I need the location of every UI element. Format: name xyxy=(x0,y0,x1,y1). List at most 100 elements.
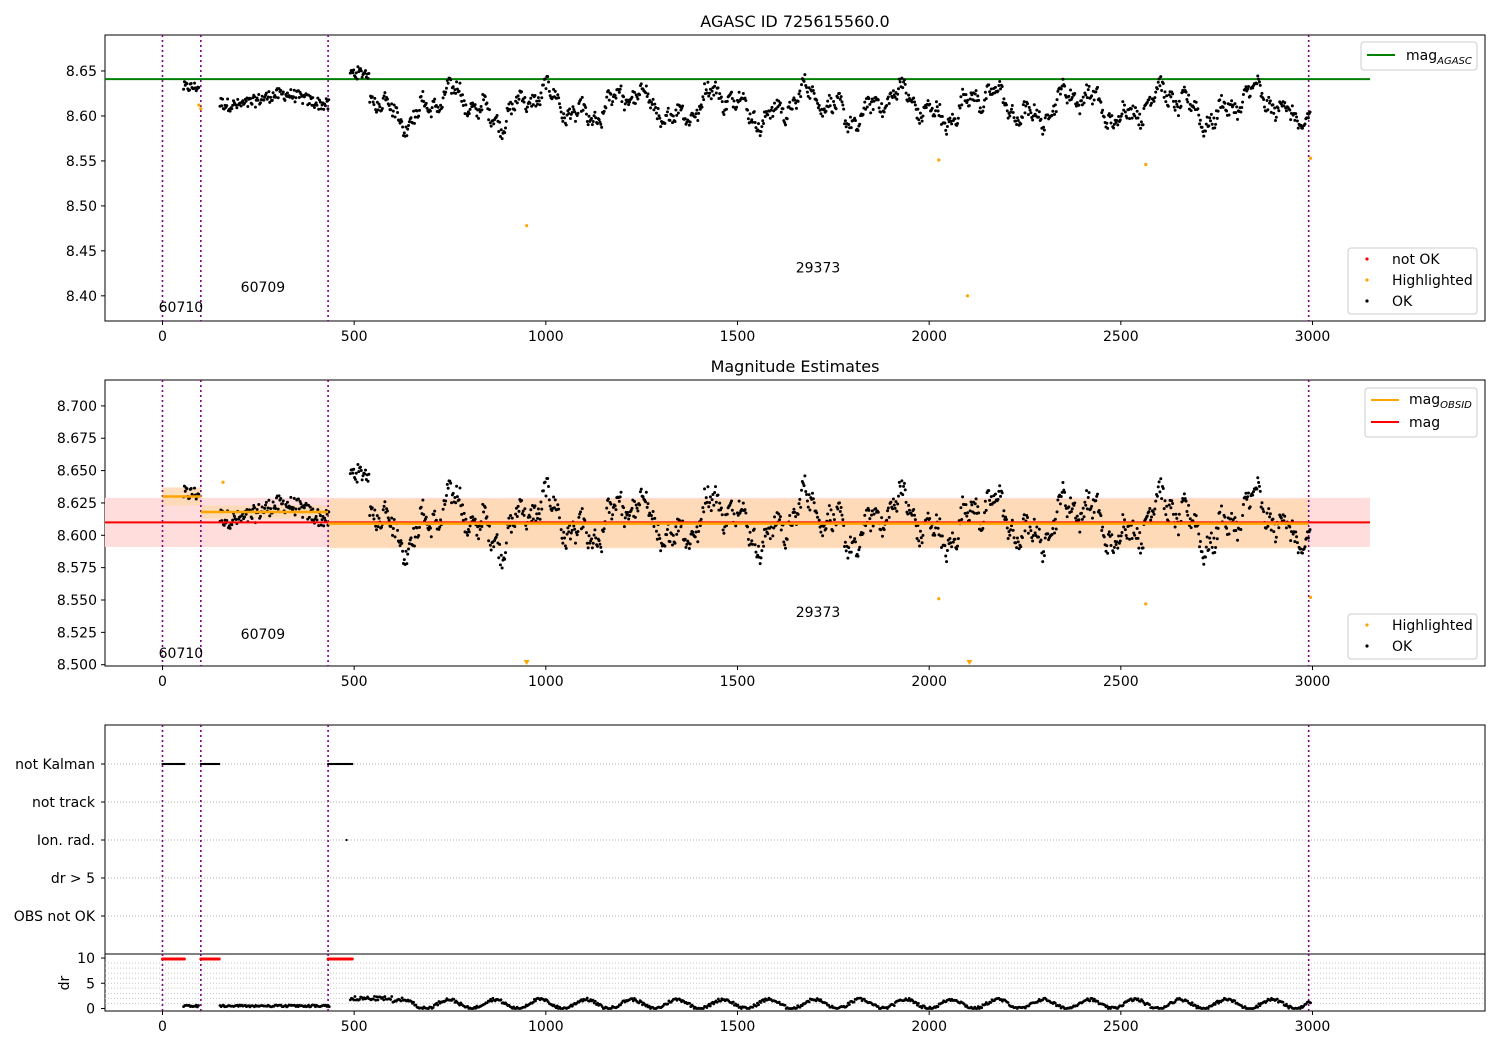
ok-point xyxy=(913,513,917,517)
dr-point xyxy=(819,998,823,1002)
panel2-x-ticks: 0 500 1000 1500 2000 2500 3000 xyxy=(158,666,1330,690)
dr-point xyxy=(1216,999,1219,1003)
ok-point xyxy=(1092,98,1096,102)
ok-point xyxy=(1063,504,1067,508)
ok-point xyxy=(488,543,492,547)
ok-point xyxy=(886,506,890,510)
ok-point xyxy=(308,505,312,509)
ok-point xyxy=(1135,526,1139,530)
ok-point xyxy=(953,537,957,541)
panel3-flag-points xyxy=(161,762,354,842)
dr-point xyxy=(989,1001,993,1004)
ok-point xyxy=(248,97,252,101)
ok-point xyxy=(444,86,448,90)
ok-point xyxy=(504,119,508,123)
ok-point xyxy=(891,95,895,99)
ok-point xyxy=(1135,109,1139,113)
ok-point xyxy=(983,499,987,503)
ok-point xyxy=(1042,128,1046,132)
ok-point xyxy=(1152,99,1156,103)
ok-point xyxy=(1069,510,1073,514)
ok-point xyxy=(638,503,642,507)
highlighted-point xyxy=(965,294,970,298)
ok-point xyxy=(475,533,479,537)
ok-point xyxy=(1227,113,1231,117)
ok-point xyxy=(999,494,1003,498)
ok-point xyxy=(940,114,944,118)
dr-point xyxy=(1148,1003,1151,1007)
ok-point xyxy=(1294,530,1298,534)
ok-point xyxy=(314,101,318,105)
ok-point xyxy=(412,109,416,113)
ok-point xyxy=(1183,497,1187,501)
ok-point xyxy=(1053,531,1057,535)
ok-point xyxy=(1256,74,1260,78)
ok-point xyxy=(712,93,716,97)
ok-point xyxy=(258,514,262,518)
ok-point xyxy=(561,541,565,545)
ok-point xyxy=(821,114,825,118)
ok-point xyxy=(1156,80,1160,84)
ok-point xyxy=(517,509,521,513)
ok-point xyxy=(314,514,318,518)
dr-point xyxy=(920,1006,924,1010)
ok-point xyxy=(533,94,537,98)
ok-point xyxy=(317,107,321,111)
ok-point xyxy=(912,96,916,100)
ok-point xyxy=(1096,85,1100,89)
dr-point xyxy=(1190,1001,1194,1005)
ok-point xyxy=(1209,531,1213,535)
ok-point xyxy=(457,89,461,93)
ok-point xyxy=(790,107,794,111)
ok-point xyxy=(525,110,529,114)
ok-point xyxy=(445,79,449,83)
ok-point xyxy=(239,104,243,108)
ok-point xyxy=(1114,543,1118,547)
ok-point xyxy=(800,83,804,87)
ok-point xyxy=(988,498,992,502)
ok-point xyxy=(1137,546,1141,550)
ok-point xyxy=(363,472,367,476)
ok-point xyxy=(1053,112,1057,116)
ok-point xyxy=(811,89,815,93)
ok-point xyxy=(816,101,820,105)
ok-point xyxy=(356,462,360,466)
ok-point xyxy=(1260,91,1264,95)
ok-point xyxy=(853,119,857,123)
y-tick-label: 8.525 xyxy=(57,625,97,641)
ok-point xyxy=(704,88,708,92)
ok-point xyxy=(318,513,322,517)
ok-point xyxy=(387,518,391,522)
ok-point xyxy=(592,114,596,118)
ok-point xyxy=(1260,501,1264,505)
ok-point xyxy=(1214,545,1218,549)
ok-point xyxy=(794,106,798,110)
ok-point xyxy=(302,506,306,510)
dr-point xyxy=(358,998,361,1001)
ok-point xyxy=(1215,537,1219,541)
ok-point xyxy=(659,125,663,129)
ok-point xyxy=(1288,525,1292,529)
ok-point xyxy=(1067,505,1071,509)
ok-point xyxy=(422,513,426,517)
ok-point xyxy=(928,516,932,520)
ok-point xyxy=(606,89,610,93)
ok-point xyxy=(292,496,296,500)
x-tick-label: 3000 xyxy=(1295,674,1331,690)
ok-point xyxy=(1175,102,1179,106)
ok-point xyxy=(1149,518,1153,522)
ok-point xyxy=(280,502,284,506)
ok-point xyxy=(1145,514,1149,518)
ok-point xyxy=(1215,116,1219,120)
ok-point xyxy=(900,479,904,483)
ok-point xyxy=(953,117,957,121)
dr-point xyxy=(892,1004,896,1008)
ok-point xyxy=(861,113,865,117)
ok-point xyxy=(1255,82,1259,86)
ok-point xyxy=(655,537,659,541)
ok-point xyxy=(401,125,405,129)
ok-point xyxy=(1109,543,1113,547)
ok-point xyxy=(1209,119,1213,123)
ok-point xyxy=(650,102,654,106)
